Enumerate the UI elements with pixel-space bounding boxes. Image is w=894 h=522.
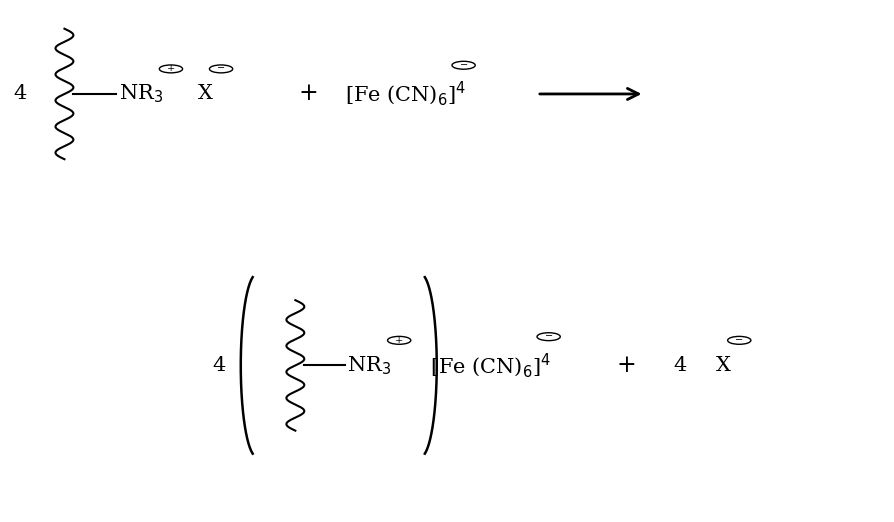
- Text: 4: 4: [13, 85, 26, 103]
- Text: 4: 4: [673, 356, 686, 375]
- Text: 4: 4: [213, 356, 225, 375]
- Text: [Fe (CN)$_6$]$^4$: [Fe (CN)$_6$]$^4$: [429, 351, 550, 379]
- Text: −: −: [459, 61, 468, 70]
- Text: [Fe (CN)$_6$]$^4$: [Fe (CN)$_6$]$^4$: [344, 80, 465, 108]
- Text: NR$_3$: NR$_3$: [119, 82, 163, 105]
- Text: −: −: [734, 336, 743, 345]
- Text: −: −: [544, 332, 552, 341]
- Text: −: −: [216, 64, 225, 74]
- Text: +: +: [616, 354, 636, 377]
- Text: +: +: [299, 82, 318, 105]
- Text: +: +: [166, 64, 175, 74]
- Text: +: +: [394, 336, 403, 345]
- Text: X: X: [198, 85, 213, 103]
- Text: X: X: [715, 356, 730, 375]
- Text: NR$_3$: NR$_3$: [347, 354, 391, 377]
